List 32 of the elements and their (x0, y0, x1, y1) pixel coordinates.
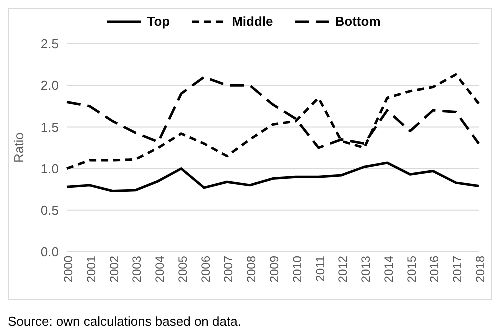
legend-label: Bottom (335, 14, 381, 29)
x-tick-label: 2012 (336, 256, 350, 283)
x-tick-label: 2010 (290, 256, 304, 283)
x-tick-label: 2007 (222, 256, 236, 283)
source-note: Source: own calculations based on data. (8, 314, 242, 329)
y-axis-title: Ratio (12, 132, 27, 163)
x-tick-label: 2006 (198, 256, 213, 283)
legend-label: Top (147, 14, 170, 29)
y-tick-label: 2.0 (40, 78, 59, 94)
x-tick-label: 2011 (313, 256, 328, 282)
x-tick-label: 2001 (84, 256, 98, 283)
y-tick-label: 1.0 (40, 161, 59, 176)
x-tick-label: 2015 (404, 256, 419, 283)
x-tick-label: 2014 (382, 256, 396, 283)
y-tick-label: 0.0 (40, 244, 59, 260)
y-tick-label: 2.5 (40, 36, 59, 52)
x-tick-label: 2000 (62, 256, 76, 283)
x-tick-label: 2013 (359, 256, 374, 283)
x-tick-label: 2004 (153, 256, 168, 283)
x-tick-label: 2002 (107, 256, 122, 283)
x-tick-label: 2009 (268, 256, 282, 283)
line-series (66, 74, 480, 170)
y-tick-label: 1.5 (40, 120, 59, 135)
legend-label: Middle (232, 14, 274, 29)
x-tick-label: 2008 (244, 256, 259, 283)
x-tick-label: 2016 (428, 256, 442, 283)
x-tick-label: 2018 (474, 256, 488, 283)
x-tick-label: 2017 (450, 256, 465, 283)
y-tick-label: 0.5 (40, 203, 59, 218)
x-tick-label: 2003 (130, 256, 144, 283)
line-series (66, 162, 480, 193)
x-tick-label: 2005 (176, 256, 190, 283)
